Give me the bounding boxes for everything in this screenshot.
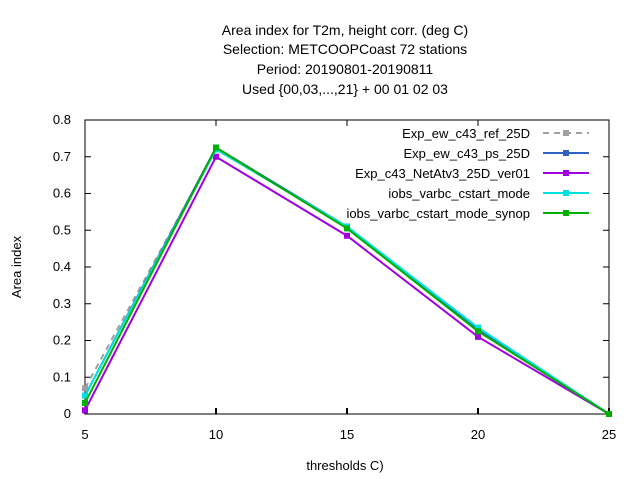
legend-item: Exp_ew_c43_ps_25D bbox=[404, 146, 589, 161]
series-line bbox=[84, 148, 610, 415]
legend-swatch-marker bbox=[563, 130, 569, 136]
x-axis-label: thresholds C) bbox=[306, 458, 383, 473]
y-tick-label: 0.6 bbox=[53, 186, 71, 201]
data-point bbox=[475, 324, 481, 331]
legend-label: Exp_ew_c43_ps_25D bbox=[404, 146, 530, 161]
legend-swatch-marker bbox=[563, 210, 569, 216]
legend-label: iobs_varbc_cstart_mode bbox=[388, 186, 530, 201]
data-point bbox=[344, 232, 350, 239]
data-point bbox=[213, 153, 219, 160]
series-3 bbox=[82, 153, 612, 417]
chart-title-line-4: Used {00,03,...,21} + 00 01 02 03 bbox=[242, 81, 448, 97]
y-tick-label: 0.1 bbox=[53, 369, 71, 384]
x-tick-label: 25 bbox=[602, 427, 616, 442]
legend-item: Exp_c43_NetAtv3_25D_ver01 bbox=[355, 166, 589, 181]
legend-label: Exp_c43_NetAtv3_25D_ver01 bbox=[355, 166, 530, 181]
data-point bbox=[606, 411, 612, 417]
legend: Exp_ew_c43_ref_25D Exp_ew_c43_ps_25D Exp_c… bbox=[346, 126, 589, 221]
chart-title-line-3: Period: 20190801-20190811 bbox=[257, 61, 434, 77]
legend-item: iobs_varbc_cstart_mode_synop bbox=[346, 206, 589, 221]
data-point bbox=[213, 144, 219, 151]
series-line bbox=[84, 155, 610, 415]
legend-label: iobs_varbc_cstart_mode_synop bbox=[346, 206, 530, 221]
x-tick-label: 5 bbox=[81, 427, 88, 442]
y-tick-label: 0.2 bbox=[53, 333, 71, 348]
legend-item: Exp_ew_c43_ref_25D bbox=[402, 126, 589, 141]
data-point bbox=[475, 333, 481, 340]
series-1 bbox=[82, 146, 612, 417]
legend-swatch-marker bbox=[563, 170, 569, 176]
y-tick-label: 0.5 bbox=[53, 222, 71, 237]
y-tick-label: 0.8 bbox=[53, 112, 71, 127]
series-line bbox=[84, 146, 610, 415]
data-point bbox=[82, 399, 88, 406]
x-tick-label: 20 bbox=[471, 427, 485, 442]
plot-area-frame bbox=[84, 119, 610, 415]
series-line bbox=[84, 146, 610, 415]
legend-swatch-marker bbox=[563, 190, 569, 196]
series-line bbox=[84, 148, 610, 415]
data-point bbox=[82, 385, 88, 392]
data-point bbox=[82, 407, 88, 414]
series-5 bbox=[82, 144, 612, 417]
series-2 bbox=[82, 144, 612, 417]
y-tick-label: 0 bbox=[64, 406, 71, 421]
y-axis-label: Area index bbox=[9, 235, 24, 298]
x-tick-label: 10 bbox=[209, 427, 223, 442]
y-tick-label: 0.3 bbox=[53, 296, 71, 311]
x-tick-label: 15 bbox=[340, 427, 354, 442]
data-point bbox=[82, 392, 88, 399]
data-point bbox=[344, 225, 350, 232]
series-4 bbox=[82, 146, 612, 417]
legend-swatch-marker bbox=[563, 150, 569, 156]
chart-title-line-1: Area index for T2m, height corr. (deg C) bbox=[222, 22, 468, 38]
legend-label: Exp_ew_c43_ref_25D bbox=[402, 126, 530, 141]
axis-tick-labels: 0 0.1 0.2 0.3 0.4 0.5 0.6 0.7 0.8 5 10 15 20 25 bbox=[53, 112, 616, 442]
series-lines bbox=[82, 144, 612, 417]
data-point bbox=[475, 328, 481, 335]
axis-ticks bbox=[84, 119, 610, 415]
y-tick-label: 0.7 bbox=[53, 149, 71, 164]
chart-title: Area index for T2m, height corr. (deg C)… bbox=[222, 22, 468, 97]
y-tick-label: 0.4 bbox=[53, 259, 71, 274]
legend-item: iobs_varbc_cstart_mode bbox=[388, 186, 589, 201]
chart-title-line-2: Selection: METCOOPCoast 72 stations bbox=[223, 41, 467, 57]
